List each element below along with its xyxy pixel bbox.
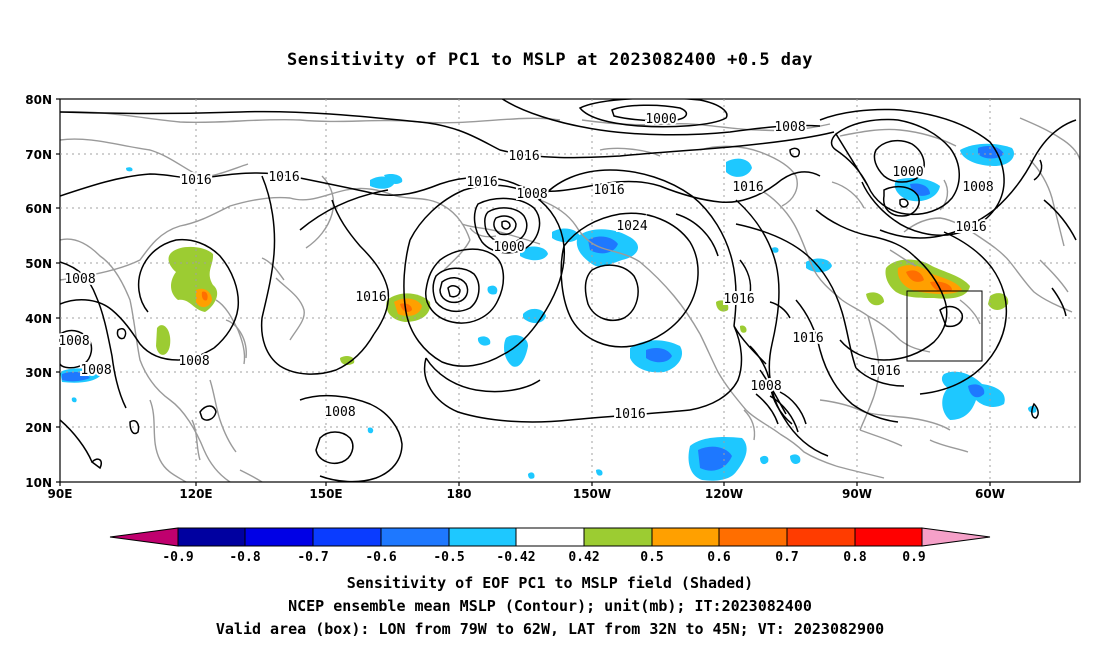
colorbar-label: -0.7 (297, 550, 328, 565)
latitude-labels: 80N 70N 60N 50N 40N 30N 20N 10N (25, 93, 52, 490)
colorbar-label: 0.7 (775, 550, 798, 565)
contour-label: 1008 (962, 180, 993, 195)
lat-label: 20N (25, 421, 52, 435)
mslp-contours (60, 99, 1077, 482)
colorbar-label: 0.8 (843, 550, 867, 565)
contour-label: 1008 (774, 120, 805, 135)
shaded-patch-atlantic-blue (941, 371, 1037, 420)
colorbar-label: -0.5 (433, 550, 464, 565)
colorbar-label: -0.42 (496, 550, 535, 565)
contour-label: 1016 (593, 183, 624, 198)
contour-label: 1008 (64, 272, 95, 287)
contour-label: 1008 (178, 354, 209, 369)
colorbar-bin (177, 527, 246, 547)
lon-label: 120W (705, 487, 743, 501)
contour-label: 1008 (516, 187, 547, 202)
map-title: Sensitivity of PC1 to MSLP at 2023082400… (286, 50, 813, 70)
contour-label: 1016 (732, 180, 763, 195)
coastlines (60, 111, 1080, 482)
contour-label: 1016 (723, 292, 754, 307)
colorbar-label: -0.9 (162, 550, 193, 565)
colorbar-bin (651, 527, 720, 547)
contour-labels: 1000 1008 1016 1016 1016 1008 1016 1024 … (56, 110, 995, 424)
colorbar-labels: -0.9 -0.8 -0.7 -0.6 -0.5 -0.42 0.42 0.5 … (162, 550, 925, 565)
lon-label: 150W (573, 487, 611, 501)
lat-label: 40N (25, 312, 52, 326)
axis-ticks (56, 98, 991, 486)
caption-line-2: NCEP ensemble mean MSLP (Contour); unit(… (288, 597, 812, 615)
longitude-labels: 90E 120E 150E 180 150W 120W 90W 60W (48, 487, 1005, 501)
valid-area-box (906, 290, 983, 362)
colorbar-bin (244, 527, 314, 547)
grid-lines (60, 99, 1080, 482)
colorbar-bin (854, 527, 923, 547)
colorbar-label: 0.42 (568, 550, 599, 565)
colorbar-bin (515, 527, 585, 547)
lon-label: 90E (48, 487, 73, 501)
shaded-patch-dateline-orange (386, 293, 431, 322)
sensitivity-shading (60, 143, 1037, 481)
contour-label: 1016 (792, 331, 823, 346)
lat-label: 50N (25, 257, 52, 271)
contour-label: 1000 (892, 165, 923, 180)
lon-label: 180 (446, 487, 471, 501)
colorbar-bin (380, 527, 450, 547)
contour-label: 1008 (58, 334, 89, 349)
lon-label: 90W (842, 487, 872, 501)
colorbar-label: 0.5 (640, 550, 663, 565)
colorbar-arrow-right (921, 527, 991, 547)
caption-line-3: Valid area (box): LON from 79W to 62W, L… (215, 620, 885, 638)
lat-label: 30N (25, 366, 52, 380)
contour-label: 1016 (466, 175, 497, 190)
contour-label: 1000 (493, 240, 524, 255)
contour-label: 1024 (616, 219, 647, 234)
contour-label: 1016 (955, 220, 986, 235)
contour-label: 1016 (508, 149, 539, 164)
caption-line-1: Sensitivity of EOF PC1 to MSLP field (Sh… (346, 574, 754, 592)
colorbar (109, 527, 991, 547)
lon-label: 120E (179, 487, 212, 501)
shaded-patch-us-east-orange (866, 259, 1009, 310)
lat-label: 70N (25, 148, 52, 162)
colorbar-label: 0.6 (707, 550, 731, 565)
colorbar-label: -0.8 (229, 550, 260, 565)
lon-label: 60W (975, 487, 1005, 501)
contour-label: 1016 (180, 173, 211, 188)
lon-label: 150E (309, 487, 342, 501)
contour-label: 1000 (645, 112, 676, 127)
contour-label: 1016 (355, 290, 386, 305)
lat-label: 80N (25, 93, 52, 107)
lat-label: 10N (25, 476, 52, 490)
colorbar-bin (312, 527, 382, 547)
map-frame (59, 98, 1081, 483)
contour-label: 1008 (324, 405, 355, 420)
colorbar-arrow-left (109, 527, 179, 547)
colorbar-label: 0.9 (902, 550, 925, 565)
colorbar-label: -0.6 (365, 550, 396, 565)
contour-label: 1008 (80, 363, 111, 378)
contour-label: 1016 (268, 170, 299, 185)
colorbar-bin (786, 527, 856, 547)
contour-label: 1016 (869, 364, 900, 379)
contour-label: 1016 (614, 407, 645, 422)
colorbar-bin (583, 527, 653, 547)
colorbar-bin (718, 527, 788, 547)
colorbar-bin (448, 527, 517, 547)
lat-label: 60N (25, 202, 52, 216)
contour-label: 1008 (750, 379, 781, 394)
